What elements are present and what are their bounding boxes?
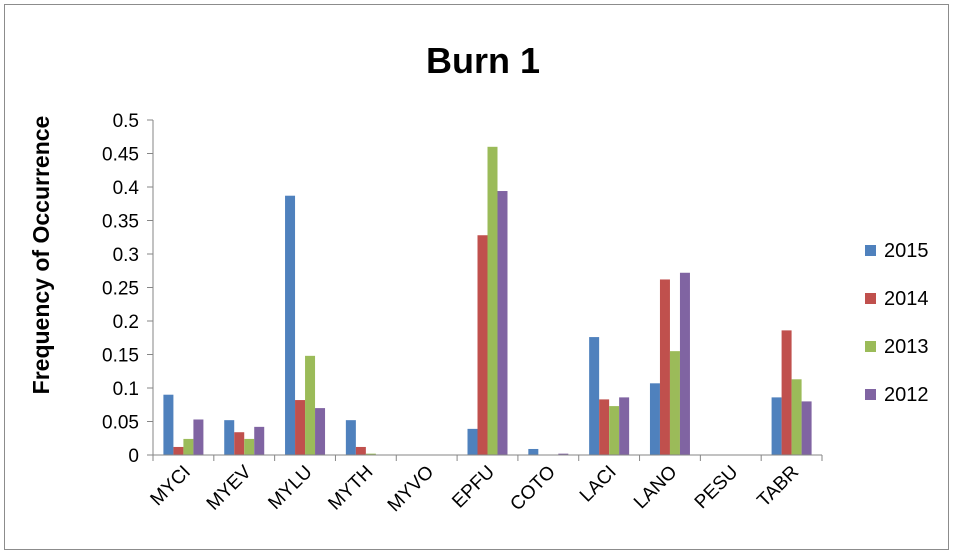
y-tick-label: 0.45: [102, 145, 139, 166]
legend-label-2014: 2014: [884, 288, 929, 310]
y-tick-label: 0.35: [102, 212, 139, 233]
y-tick-label: 0.1: [113, 379, 139, 400]
y-axis-label: Frequency of Occurrence: [28, 116, 54, 395]
bar-lano-2013: [669, 351, 680, 455]
bar-myev-2013: [244, 438, 255, 455]
y-tick-label: 0.25: [102, 279, 139, 300]
bar-epfu-2013: [487, 146, 498, 456]
bar-laci-2015: [589, 337, 600, 455]
x-tick-label-lano: LANO: [630, 462, 681, 513]
bar-myci-2012: [193, 419, 204, 455]
y-tick-label: 0.2: [113, 312, 139, 333]
x-tick-label-myth: MYTH: [324, 462, 377, 515]
bar-myth-2014: [355, 446, 366, 455]
y-tick-label: 0.5: [113, 111, 139, 132]
x-tick-label-mylu: MYLU: [264, 462, 316, 514]
legend-swatch-2015: [865, 245, 876, 256]
x-tick-label-coto: COTO: [506, 462, 559, 515]
x-tick-label-myvo: MYVO: [384, 462, 438, 516]
y-tick-label: 0: [128, 446, 139, 467]
y-tick-label: 0.3: [113, 245, 139, 266]
bar-lano-2014: [659, 279, 670, 455]
bar-epfu-2015: [467, 428, 478, 455]
bar-laci-2012: [619, 397, 630, 455]
legend-swatch-2014: [865, 293, 876, 304]
bar-myci-2013: [183, 438, 194, 455]
bar-myev-2015: [224, 420, 235, 455]
bar-coto-2012: [558, 453, 569, 455]
legend-swatch-2012: [865, 389, 876, 400]
bar-mylu-2013: [305, 355, 316, 455]
y-tick-label: 0.4: [113, 178, 140, 199]
bar-lano-2012: [679, 272, 690, 455]
legend-label-2015: 2015: [884, 240, 929, 262]
chart-frame: Burn 1 Frequency of Occurrence 0 0.05 0.1 0…: [4, 4, 949, 550]
x-tick-label-pesu: PESU: [691, 462, 742, 513]
y-tick-label: 0.05: [102, 413, 139, 434]
x-tick-label-tabr: TABR: [753, 462, 803, 512]
legend: 2015 2014 2013 2012: [865, 240, 929, 406]
bar-laci-2013: [609, 406, 620, 455]
x-tick-label-epfu: EPFU: [448, 462, 499, 513]
bar-myev-2012: [254, 426, 265, 455]
legend-label-2012: 2012: [884, 384, 929, 406]
bar-epfu-2012: [497, 191, 508, 455]
bar-tabr-2013: [791, 379, 802, 455]
legend-swatch-2013: [865, 341, 876, 352]
x-tick-label-myev: MYEV: [203, 461, 256, 514]
y-axis: 0 0.05 0.1 0.15 0.2 0.25 0.3 0.35 0.4 0.45 0.5: [102, 111, 154, 467]
chart-title: Burn 1: [426, 40, 540, 81]
legend-label-2013: 2013: [884, 336, 929, 358]
bar-laci-2014: [599, 399, 610, 455]
x-tick-label-laci: LACI: [576, 462, 621, 507]
bar-tabr-2012: [801, 401, 812, 455]
bar-mylu-2012: [315, 408, 326, 455]
bar-tabr-2015: [771, 397, 782, 455]
bar-lano-2015: [649, 383, 660, 455]
bar-myci-2014: [173, 446, 184, 455]
y-tick-label: 0.15: [102, 346, 139, 367]
bar-myth-2015: [345, 420, 356, 455]
x-tick-label-myci: MYCI: [147, 462, 195, 510]
plot-area: [163, 146, 812, 456]
bar-mylu-2015: [285, 195, 296, 455]
bar-myci-2015: [163, 394, 174, 455]
x-axis: MYCI MYEV MYLU MYTH MYVO EPFU COTO LACI LANO PESU…: [147, 454, 823, 516]
bar-coto-2015: [528, 448, 539, 455]
bar-chart: Burn 1 Frequency of Occurrence 00.050.10…: [28, 40, 929, 516]
bar-myev-2014: [234, 432, 245, 455]
bar-epfu-2014: [477, 235, 488, 455]
bar-mylu-2014: [295, 400, 306, 455]
bar-myth-2013: [365, 453, 376, 455]
bar-tabr-2014: [781, 330, 792, 455]
